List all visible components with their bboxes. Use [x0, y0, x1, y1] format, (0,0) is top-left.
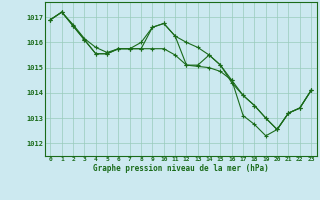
X-axis label: Graphe pression niveau de la mer (hPa): Graphe pression niveau de la mer (hPa)	[93, 164, 269, 173]
